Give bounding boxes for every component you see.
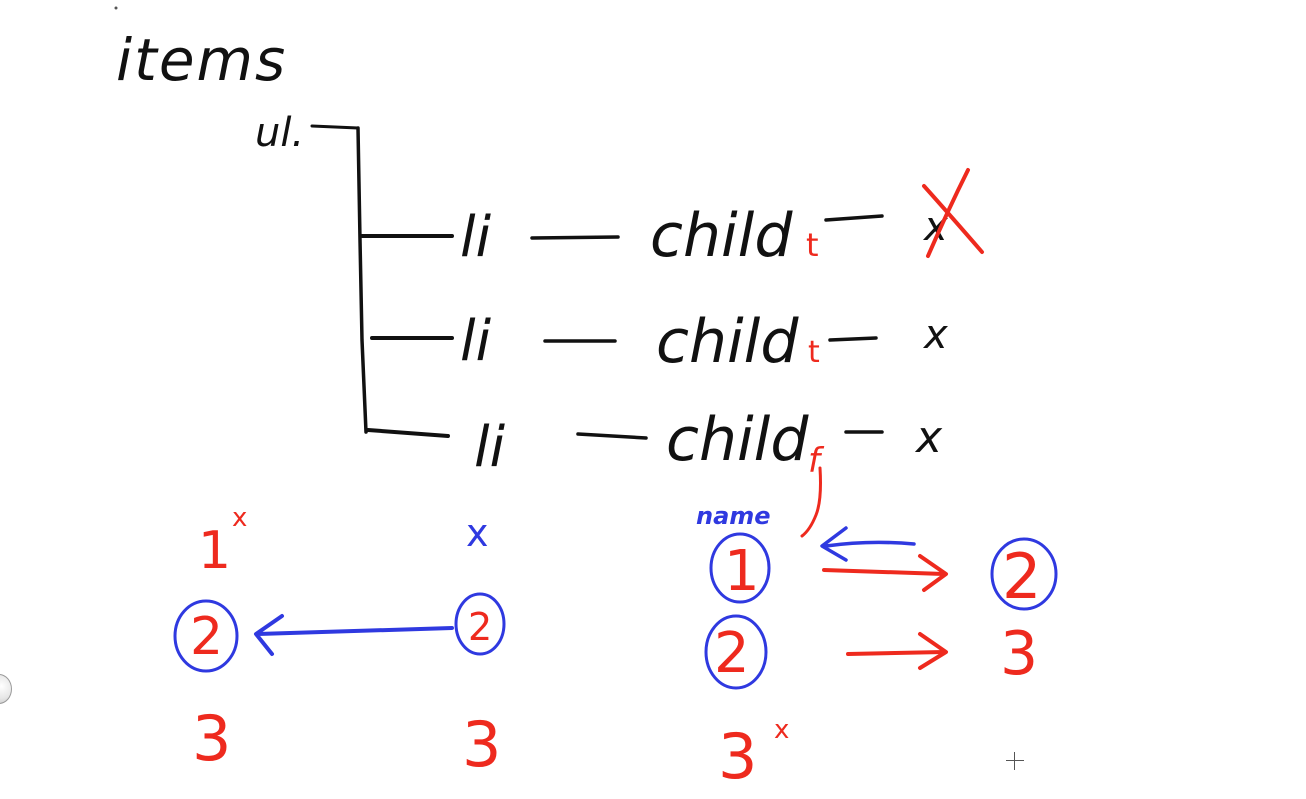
- tree-row-2: li child t x: [370, 307, 948, 377]
- stray-dot: [114, 6, 118, 10]
- left-col-a-2-circle: [173, 599, 239, 673]
- row-1-strike-icon: [922, 168, 984, 258]
- row-1-dash: [530, 235, 620, 240]
- left-col-b-2-circle: [454, 592, 506, 656]
- flag-link: [800, 466, 822, 538]
- right-col-a-2-circle: [704, 614, 768, 690]
- tree-row-1: li child t x: [360, 168, 984, 271]
- right-example: name 1 2 3 x 2 3: [696, 502, 1058, 793]
- tree-trunk: [356, 126, 368, 434]
- left-col-a-3: 3: [192, 702, 231, 775]
- left-col-a-2: 2: [190, 607, 223, 667]
- row-2-flag: t: [808, 335, 820, 370]
- right-col-a-2: 2: [714, 621, 750, 686]
- left-col-b-3: 3: [462, 708, 501, 781]
- forward-arrow-2-icon: [846, 632, 948, 670]
- back-arrow-icon: [820, 526, 916, 562]
- right-col-a-1-circle: [709, 532, 771, 604]
- forward-arrow-1-icon: [822, 554, 948, 592]
- row-1-child: child: [650, 201, 793, 271]
- row-3-mark: x: [914, 412, 943, 463]
- left-arrow-icon: [254, 614, 454, 656]
- list-connector: [310, 124, 360, 130]
- row-2-dash-2: [828, 336, 878, 342]
- root-label: items: [116, 26, 287, 94]
- row-3-dash: [576, 432, 648, 440]
- right-col-b-3: 3: [1000, 619, 1038, 689]
- right-col-a-1: 1: [724, 539, 760, 604]
- row-2-mark: x: [922, 312, 948, 358]
- row-3-item: li: [474, 415, 506, 480]
- left-col-b-2: 2: [468, 605, 492, 649]
- right-annotation: name: [696, 502, 771, 530]
- left-example: 1 x 2 3 x 2 3: [173, 503, 506, 781]
- row-3-flag: f: [808, 441, 825, 481]
- row-1-flag: t: [806, 226, 819, 264]
- left-col-a-1: 1: [198, 521, 231, 581]
- row-2-item: li: [460, 309, 492, 374]
- list-label: ul.: [255, 110, 304, 156]
- left-col-b-mark: x: [466, 511, 489, 555]
- right-col-b-2: 2: [1002, 540, 1041, 613]
- right-col-a-3: 3: [718, 720, 757, 793]
- crosshair-cursor-icon: [1006, 752, 1024, 770]
- row-1-dash-2: [824, 214, 884, 222]
- tree-row-3: li child f x: [366, 405, 943, 481]
- row-2-child: child: [656, 307, 799, 377]
- left-col-a-mark: x: [232, 503, 247, 533]
- row-3-branch: [366, 428, 450, 438]
- right-col-b-2-circle: [990, 537, 1058, 611]
- right-col-a-mark: x: [774, 715, 789, 745]
- row-1-item: li: [460, 205, 492, 270]
- row-3-child: child: [666, 405, 809, 475]
